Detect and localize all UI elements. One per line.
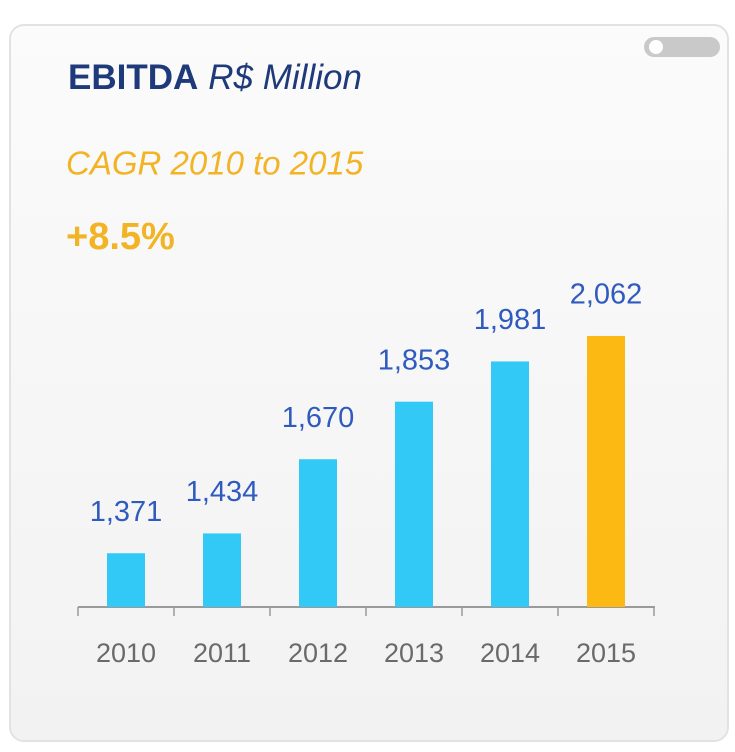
bar (395, 401, 433, 607)
card (9, 24, 729, 742)
value-label: 2,062 (570, 279, 643, 311)
x-tick-label: 2015 (576, 638, 636, 668)
bar (587, 335, 625, 607)
value-label: 1,670 (282, 402, 355, 434)
value-label: 1,981 (474, 304, 547, 336)
title-unit: R$ Million (208, 58, 362, 97)
x-tick-label: 2012 (288, 638, 348, 668)
chart-title: EBITDA R$ Million (68, 58, 362, 97)
bar (107, 553, 145, 607)
value-label: 1,434 (186, 476, 259, 508)
x-tick-label: 2013 (384, 638, 444, 668)
value-label: 1,853 (378, 344, 451, 376)
x-tick-label: 2010 (96, 638, 156, 668)
value-label: 1,371 (90, 496, 163, 528)
annotation: +8.5% (66, 216, 175, 258)
x-tick-label: 2014 (480, 638, 540, 668)
annotation: CAGR 2010 to 2015 (66, 145, 364, 182)
x-tick-label: 2011 (193, 638, 251, 668)
toggle[interactable] (644, 37, 720, 57)
bar (203, 533, 241, 607)
bar (299, 459, 337, 607)
toggle-knob (649, 40, 663, 54)
title-main: EBITDA (68, 58, 198, 97)
bar (491, 361, 529, 607)
